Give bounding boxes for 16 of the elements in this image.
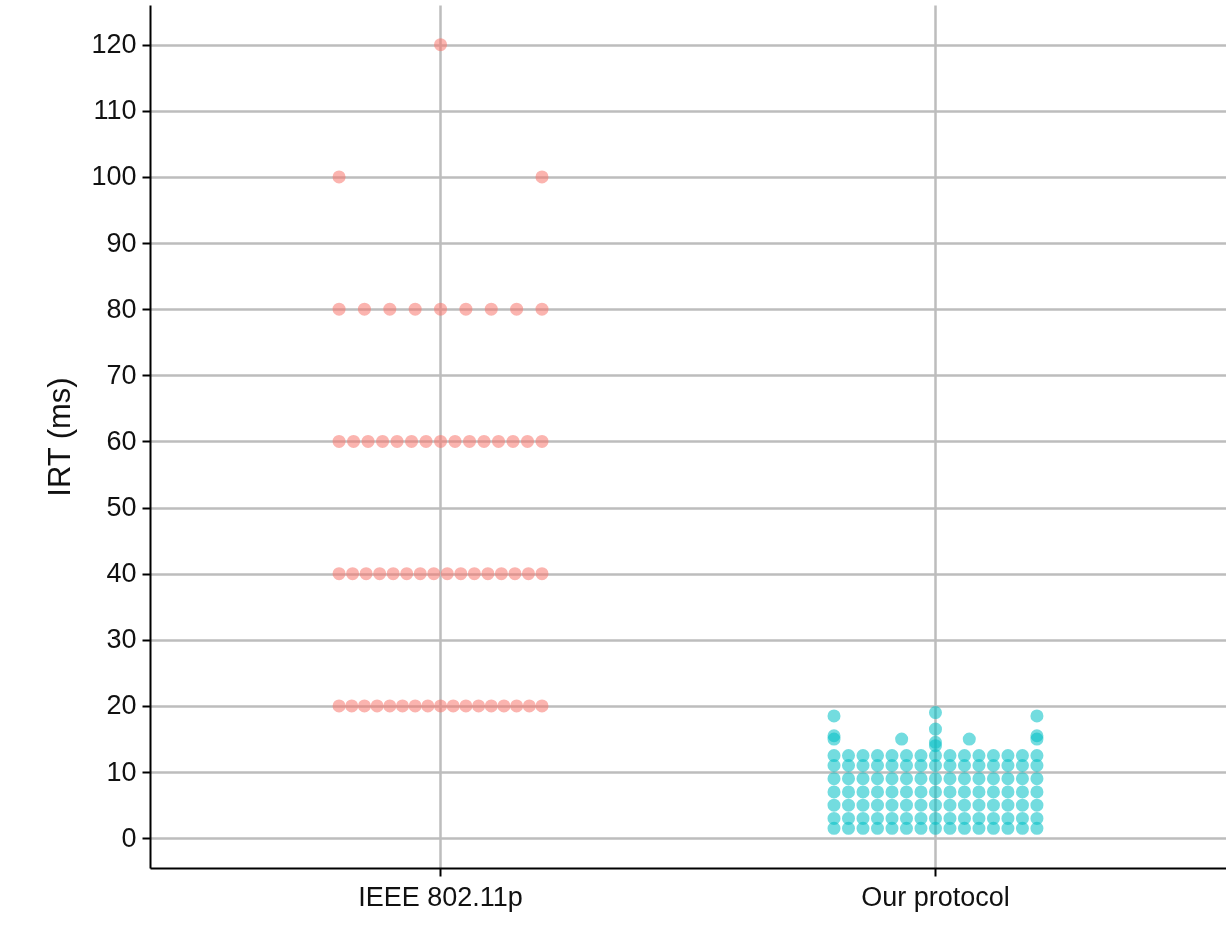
y-tick-label: 40 [106,558,137,589]
y-tick-label: 30 [106,624,137,655]
y-tick-label: 120 [91,29,137,60]
y-tick-label: 110 [93,95,137,126]
y-tick-label: 100 [91,161,137,192]
y-tick-label: 70 [106,359,137,390]
y-tick-label: 10 [106,756,137,787]
y-tick-label: 0 [121,822,137,853]
y-tick-label: 90 [106,227,137,258]
y-tick-label: 20 [106,690,137,721]
y-tick-label: 60 [106,425,137,456]
x-tick-label: IEEE 802.11p [358,881,523,912]
y-axis-title: IRT (ms) [42,377,78,497]
y-tick-label: 80 [106,293,137,324]
x-tick-label: Our protocol [861,881,1010,912]
y-tick-label: 50 [106,492,137,523]
